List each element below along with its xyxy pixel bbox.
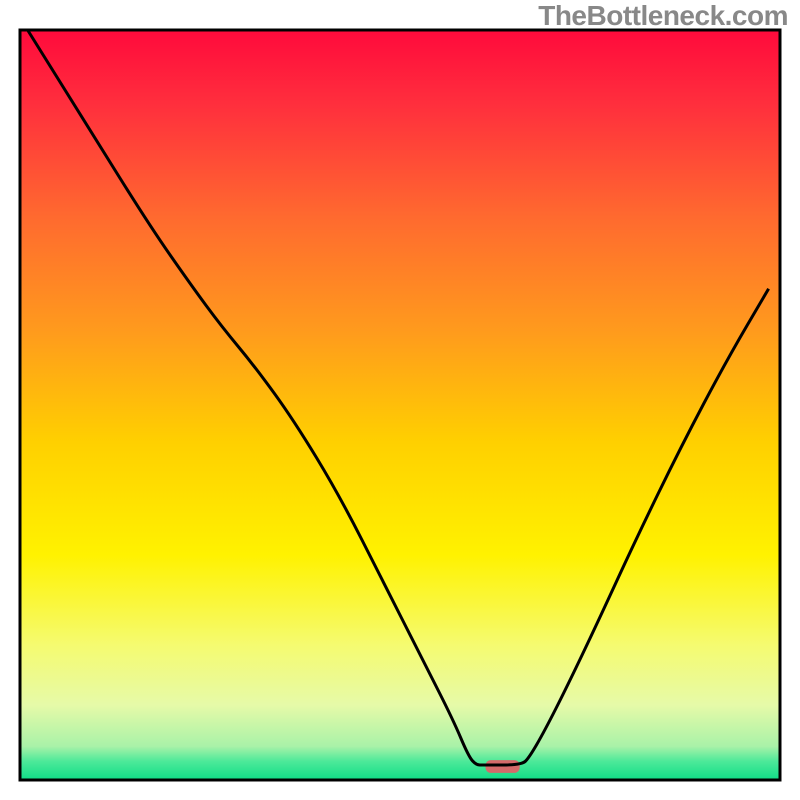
chart-svg: [0, 0, 800, 800]
plot-background: [20, 30, 780, 780]
chart-container: TheBottleneck.com: [0, 0, 800, 800]
watermark-text: TheBottleneck.com: [538, 0, 788, 32]
